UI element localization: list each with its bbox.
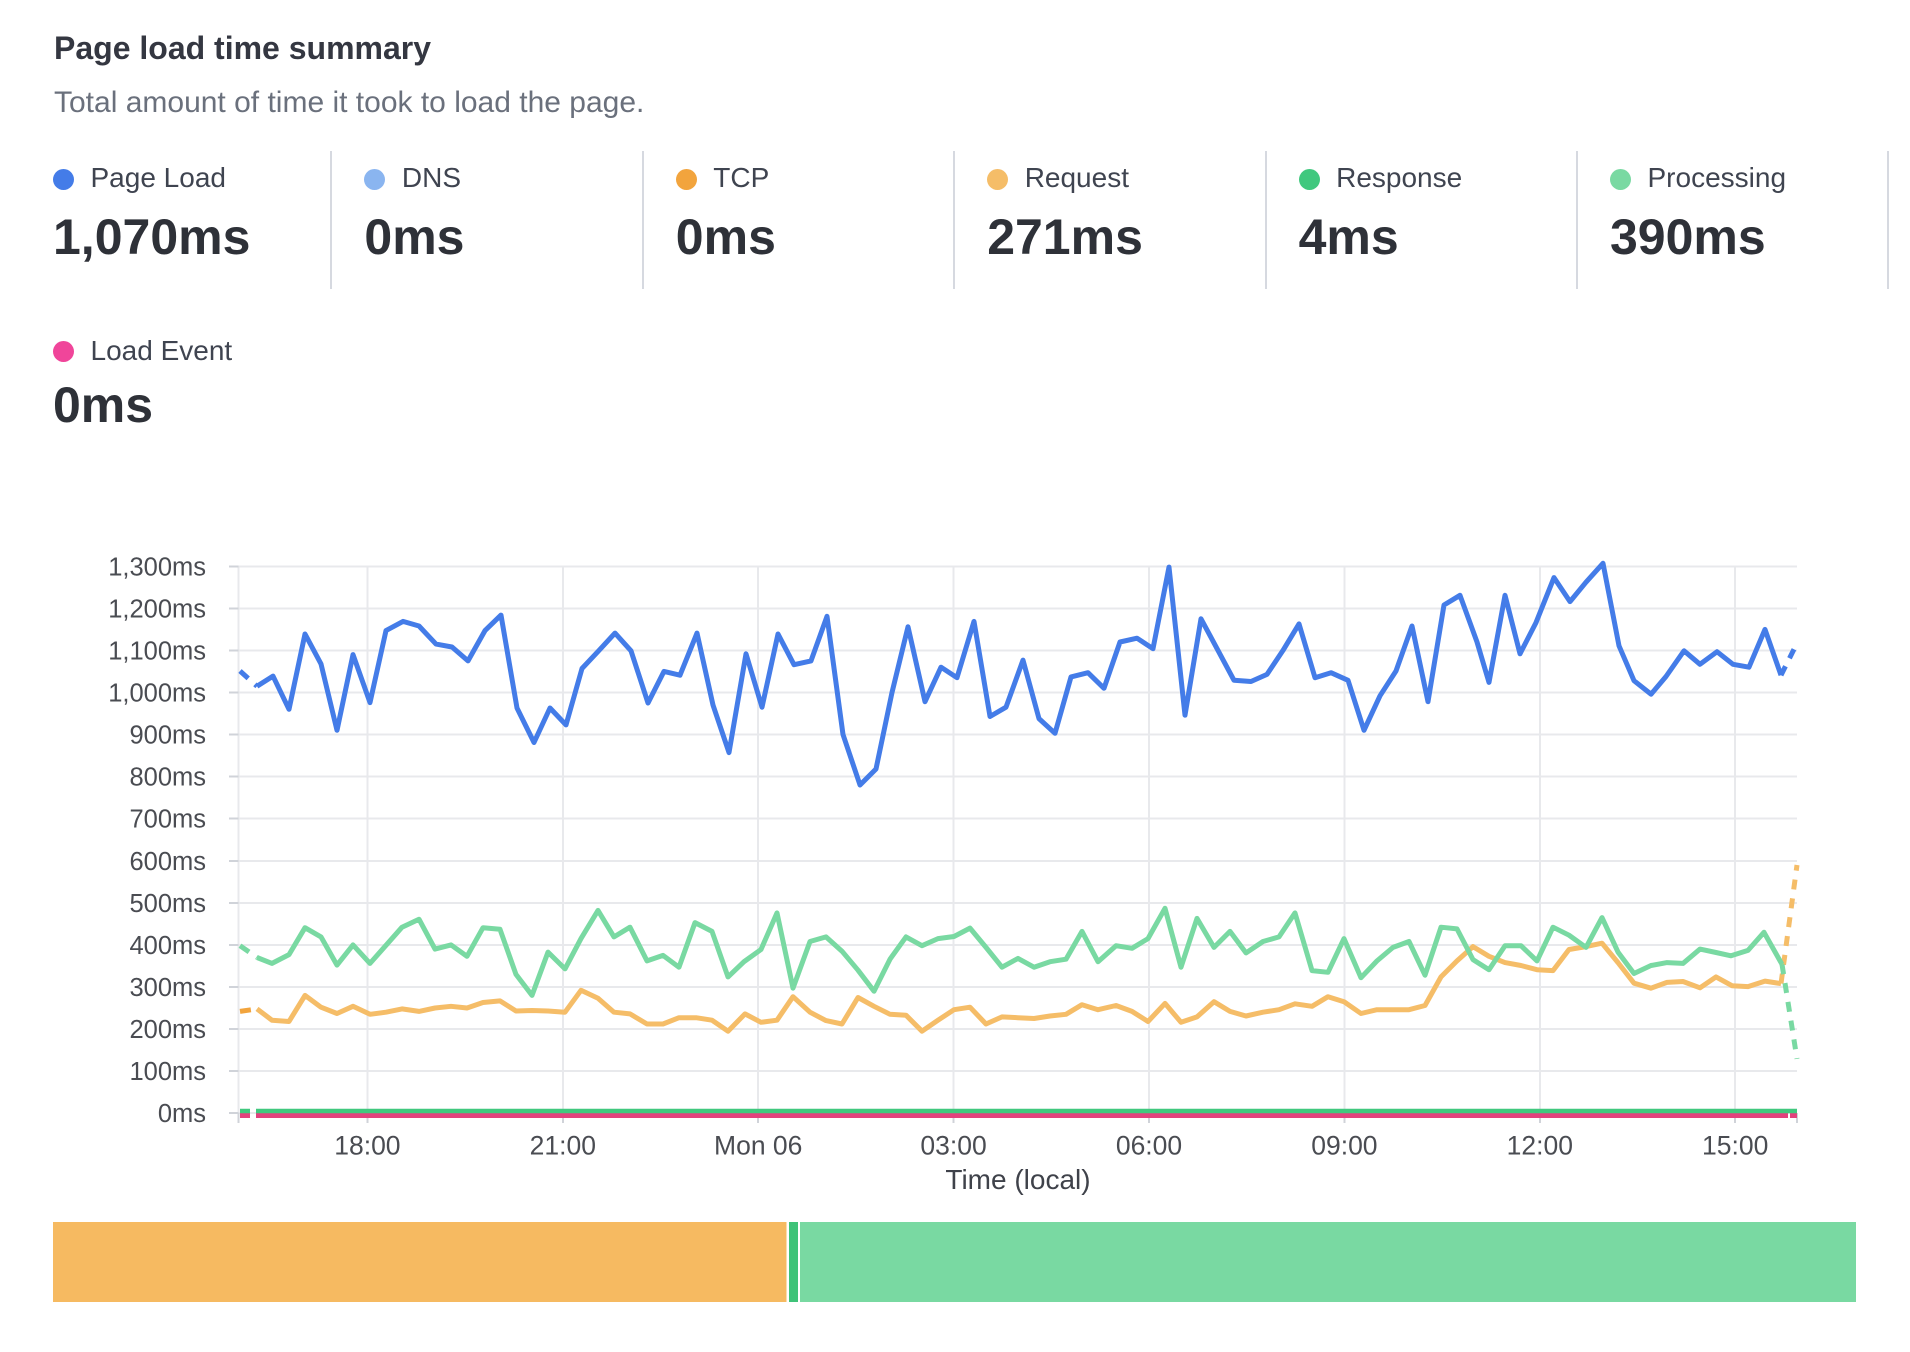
svg-text:1,000ms: 1,000ms (108, 680, 206, 708)
svg-text:200ms: 200ms (129, 1016, 206, 1044)
svg-text:300ms: 300ms (129, 974, 206, 1002)
svg-text:12:00: 12:00 (1507, 1131, 1573, 1161)
svg-text:1,100ms: 1,100ms (108, 637, 206, 665)
svg-text:06:00: 06:00 (1116, 1131, 1182, 1161)
svg-text:1,200ms: 1,200ms (108, 595, 206, 623)
svg-text:21:00: 21:00 (530, 1131, 596, 1161)
svg-text:0ms: 0ms (158, 1100, 206, 1128)
svg-text:800ms: 800ms (129, 764, 206, 792)
svg-text:500ms: 500ms (129, 890, 206, 918)
svg-text:400ms: 400ms (129, 932, 206, 960)
svg-text:900ms: 900ms (129, 722, 206, 750)
svg-text:Time (local): Time (local) (945, 1164, 1090, 1195)
svg-text:100ms: 100ms (129, 1058, 206, 1086)
svg-text:Mon 06: Mon 06 (714, 1131, 802, 1161)
svg-text:03:00: 03:00 (920, 1131, 986, 1161)
svg-text:600ms: 600ms (129, 848, 206, 876)
svg-text:18:00: 18:00 (334, 1131, 400, 1161)
svg-text:09:00: 09:00 (1311, 1131, 1377, 1161)
svg-text:1,300ms: 1,300ms (108, 553, 206, 581)
svg-text:700ms: 700ms (129, 806, 206, 834)
svg-text:15:00: 15:00 (1702, 1131, 1768, 1161)
